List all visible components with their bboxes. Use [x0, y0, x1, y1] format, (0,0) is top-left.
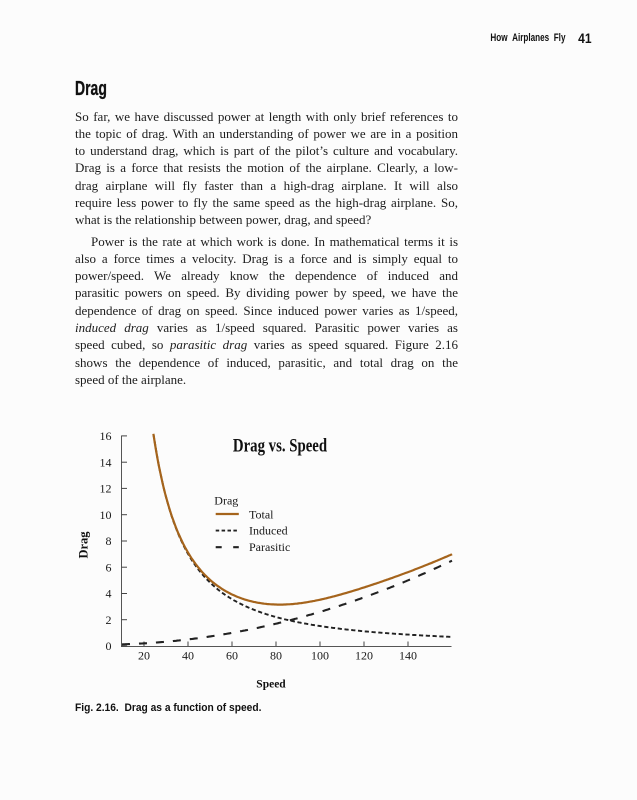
- svg-text:6: 6: [106, 560, 112, 574]
- svg-text:10: 10: [100, 508, 112, 522]
- svg-text:100: 100: [311, 649, 329, 663]
- svg-text:Parasitic: Parasitic: [249, 540, 290, 554]
- svg-text:8: 8: [106, 534, 112, 548]
- svg-text:2: 2: [106, 613, 112, 627]
- svg-text:Induced: Induced: [249, 524, 288, 538]
- svg-text:20: 20: [138, 649, 150, 663]
- svg-text:Total: Total: [249, 507, 274, 521]
- svg-text:140: 140: [399, 649, 417, 663]
- svg-text:Drag vs. Speed: Drag vs. Speed: [233, 435, 328, 456]
- svg-text:4: 4: [106, 587, 112, 601]
- svg-text:0: 0: [106, 639, 112, 653]
- svg-text:40: 40: [182, 649, 194, 663]
- svg-text:Drag: Drag: [214, 494, 238, 508]
- svg-text:60: 60: [226, 649, 238, 663]
- svg-text:14: 14: [100, 455, 112, 469]
- svg-text:80: 80: [270, 649, 282, 663]
- svg-text:120: 120: [355, 649, 373, 663]
- svg-text:Drag: Drag: [77, 531, 91, 559]
- svg-text:16: 16: [100, 429, 112, 443]
- svg-text:Speed: Speed: [256, 678, 286, 690]
- svg-text:12: 12: [100, 482, 112, 496]
